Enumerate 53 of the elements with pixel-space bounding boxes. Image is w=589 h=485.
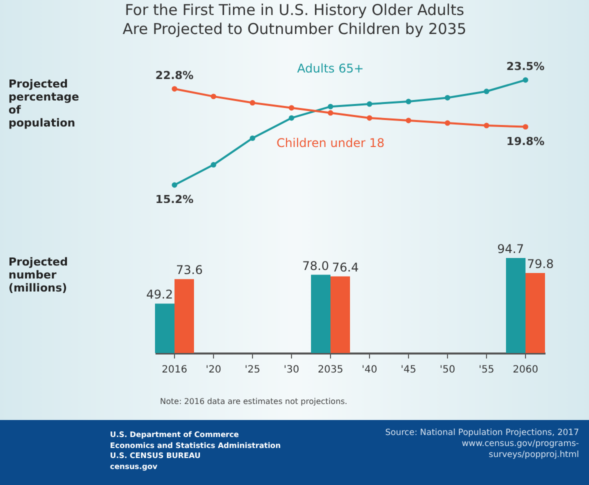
point bbox=[288, 105, 294, 111]
point bbox=[250, 135, 256, 141]
data-label: 73.6 bbox=[176, 263, 203, 278]
y-axis-title: Projected percentage of population bbox=[8, 78, 80, 130]
point bbox=[444, 120, 450, 126]
point bbox=[366, 101, 372, 107]
point bbox=[328, 104, 334, 110]
text: Note: 2016 data are estimates not projections. bbox=[160, 397, 348, 406]
x-tick-label: '50 bbox=[440, 364, 456, 376]
x-tick-label: '40 bbox=[362, 364, 378, 376]
point bbox=[366, 115, 372, 121]
x-tick-label: '30 bbox=[284, 364, 300, 376]
data-label: 15.2% bbox=[155, 193, 194, 206]
x-tick-label: 2035 bbox=[318, 364, 344, 376]
point bbox=[250, 100, 256, 106]
point bbox=[484, 88, 490, 94]
bar bbox=[174, 279, 194, 353]
data-label: 22.8% bbox=[155, 68, 194, 82]
y-axis-title: Projected number (millions) bbox=[8, 256, 68, 294]
data-label: 79.8 bbox=[527, 256, 554, 271]
point bbox=[288, 115, 294, 121]
bar bbox=[330, 276, 350, 353]
bar bbox=[155, 304, 174, 353]
point bbox=[484, 122, 490, 128]
source-note: Source: National Population Projections, 2017 www.census.gov/programs-surveys/popproj.html bbox=[384, 428, 579, 461]
point bbox=[406, 118, 412, 124]
chart-title: For the First Time in U.S. History Older Adults Are Projected to Outnumber Children by 2035 bbox=[122, 1, 466, 38]
point bbox=[522, 77, 528, 83]
point bbox=[210, 94, 216, 100]
text: Adults 65+ bbox=[297, 62, 364, 76]
point bbox=[172, 86, 178, 92]
x-tick-label: '25 bbox=[244, 364, 260, 376]
data-label: 94.7 bbox=[497, 242, 524, 256]
bar bbox=[506, 258, 526, 353]
series-label: Children under 18 bbox=[276, 136, 384, 150]
x-tick-label: 2060 bbox=[512, 364, 538, 376]
data-label: 78.0 bbox=[302, 258, 329, 273]
x-tick-label: '45 bbox=[400, 364, 416, 376]
data-label: 76.4 bbox=[332, 260, 359, 274]
x-tick-label: '20 bbox=[206, 364, 222, 376]
x-tick-label: 2016 bbox=[162, 364, 188, 376]
point bbox=[172, 182, 178, 188]
point bbox=[444, 94, 450, 100]
data-label: 23.5% bbox=[506, 60, 545, 73]
bar bbox=[526, 272, 545, 353]
point bbox=[406, 98, 412, 104]
data-label: 19.8% bbox=[506, 134, 545, 148]
point bbox=[210, 162, 216, 168]
point bbox=[522, 124, 528, 130]
point bbox=[328, 110, 334, 116]
data-label: 49.2 bbox=[146, 288, 173, 302]
x-tick-label: '55 bbox=[478, 364, 494, 376]
bar bbox=[311, 274, 330, 353]
